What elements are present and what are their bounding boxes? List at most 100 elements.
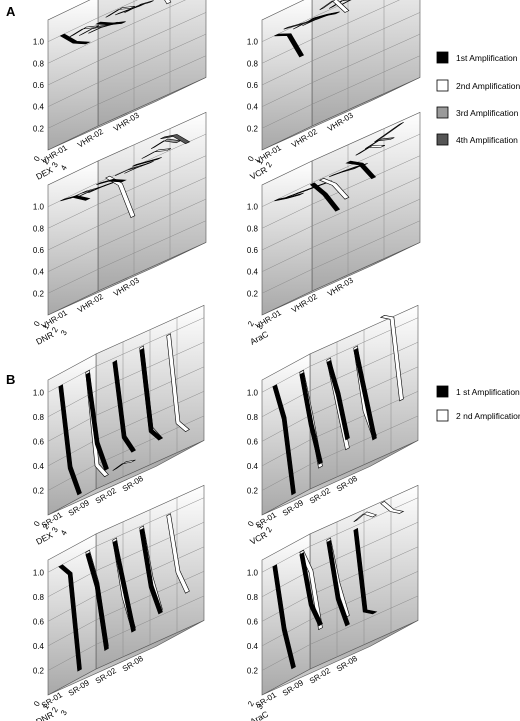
y-tick-label: 0.2 <box>33 124 45 133</box>
series-ribbon <box>59 33 91 45</box>
series-ribbon <box>353 527 378 615</box>
depth-tick: 0 <box>32 699 42 708</box>
series-ribbon <box>95 21 126 26</box>
series-ribbon <box>326 359 350 441</box>
legend-a-label-1: 1st Amplification <box>456 53 518 63</box>
y-tick-label: 0.8 <box>33 413 45 422</box>
legend-a-swatch-2 <box>436 79 449 92</box>
series-ribbon <box>318 177 350 200</box>
series-ribbon <box>299 372 323 465</box>
series-ribbon <box>112 539 136 633</box>
series-ribbon <box>164 0 172 5</box>
y-tick-label: 1.0 <box>247 388 259 397</box>
series-ribbon <box>374 122 404 143</box>
series-ribbon <box>379 314 404 402</box>
series-ribbon <box>283 20 314 30</box>
series-ribbon <box>309 182 341 212</box>
series-ribbon <box>139 527 163 615</box>
depth-tick: 1 <box>255 157 265 166</box>
legend-a-label-3: 3rd Amplification <box>456 108 519 118</box>
y-tick-label: 0.2 <box>247 289 259 298</box>
depth-tick: 3 <box>50 160 60 169</box>
gridline <box>261 415 419 491</box>
series-ribbon <box>105 6 136 18</box>
series-ribbon <box>274 192 304 202</box>
series-ribbon <box>96 178 127 185</box>
legend-b-swatch-2 <box>436 409 449 422</box>
gridline <box>47 497 205 573</box>
y-tick-label: 0.2 <box>247 487 259 496</box>
y-tick-label: 0.8 <box>247 224 259 233</box>
y-tick-label: 0.4 <box>247 268 259 277</box>
series-ribbon <box>132 157 162 167</box>
series-ribbon <box>58 384 82 496</box>
depth-tick: 3 <box>255 322 265 331</box>
chart-panel-8: 1.00.80.60.40.2SR-01SR-09SR-02SR-0823Ara… <box>246 484 419 721</box>
gridline <box>261 391 419 467</box>
series-ribbon <box>380 501 405 514</box>
legend-a-swatch-4 <box>436 133 449 146</box>
series-ribbon <box>272 564 296 670</box>
y-tick-label: 0.8 <box>247 593 259 602</box>
y-tick-label: 1.0 <box>33 388 45 397</box>
drug-axis-label: DNR <box>34 709 55 721</box>
depth-tick: 0 <box>246 519 256 528</box>
y-tick-label: 0.8 <box>33 593 45 602</box>
depth-tick: 2 <box>50 325 60 334</box>
y-tick-label: 1.0 <box>33 203 45 212</box>
series-ribbon <box>310 11 340 20</box>
y-tick-label: 0.4 <box>33 462 45 471</box>
series-ribbon <box>292 16 323 30</box>
y-tick-label: 0.6 <box>247 617 259 626</box>
depth-tick: 1 <box>255 522 265 531</box>
y-tick-label: 1.0 <box>33 568 45 577</box>
depth-tick: 2 <box>264 160 274 169</box>
drug-axis-label: DNR <box>34 329 55 346</box>
y-tick-label: 1.0 <box>247 38 259 47</box>
drug-axis-label: DEX <box>34 165 54 182</box>
depth-tick: 1 <box>41 322 51 331</box>
y-tick-label: 0.6 <box>33 437 45 446</box>
y-tick-label: 0.2 <box>247 124 259 133</box>
drug-axis-label: AraC <box>248 329 270 347</box>
drug-axis-label: VCR <box>248 165 269 182</box>
y-tick-label: 0.2 <box>247 667 259 676</box>
y-tick-label: 0.4 <box>247 103 259 112</box>
depth-tick: 4 <box>59 528 69 537</box>
legend-b-swatch-1 <box>436 385 449 398</box>
charts-layer: 1.00.80.60.40.2VHR-01VHR-02VHR-030234DEX… <box>32 0 421 721</box>
gridline <box>261 317 419 393</box>
y-tick-label: 0.6 <box>247 246 259 255</box>
y-tick-label: 0.4 <box>247 642 259 651</box>
gridline <box>47 521 205 598</box>
y-tick-label: 1.0 <box>247 203 259 212</box>
series-ribbon <box>114 3 145 16</box>
gridline <box>261 497 419 573</box>
depth-tick: 2 <box>50 705 60 714</box>
legend-b-label-1: 1 st Amplification <box>456 387 520 397</box>
series-ribbon <box>150 138 182 149</box>
depth-tick: 3 <box>59 328 69 337</box>
y-tick-label: 1.0 <box>247 568 259 577</box>
legend-a: 1st Amplification 2nd Amplification 3rd … <box>436 51 520 146</box>
drug-axis-label: VCR <box>248 530 269 547</box>
section-label-b: B <box>6 372 15 387</box>
y-tick-label: 0.6 <box>33 246 45 255</box>
series-ribbon <box>85 552 109 651</box>
gridline <box>261 595 419 671</box>
depth-tick: 2 <box>246 319 256 328</box>
y-tick-label: 0.6 <box>247 437 259 446</box>
depth-tick: 0 <box>32 154 42 163</box>
y-tick-label: 0.2 <box>33 487 45 496</box>
depth-tick: 0 <box>32 319 42 328</box>
gridline <box>47 595 205 671</box>
series-ribbon <box>85 372 109 471</box>
series-ribbon <box>272 384 296 496</box>
y-tick-label: 0.2 <box>33 667 45 676</box>
side-wall <box>261 0 313 151</box>
legend-a-swatch-1 <box>436 51 449 64</box>
series-ribbon <box>299 552 323 627</box>
depth-tick: 0 <box>32 519 42 528</box>
